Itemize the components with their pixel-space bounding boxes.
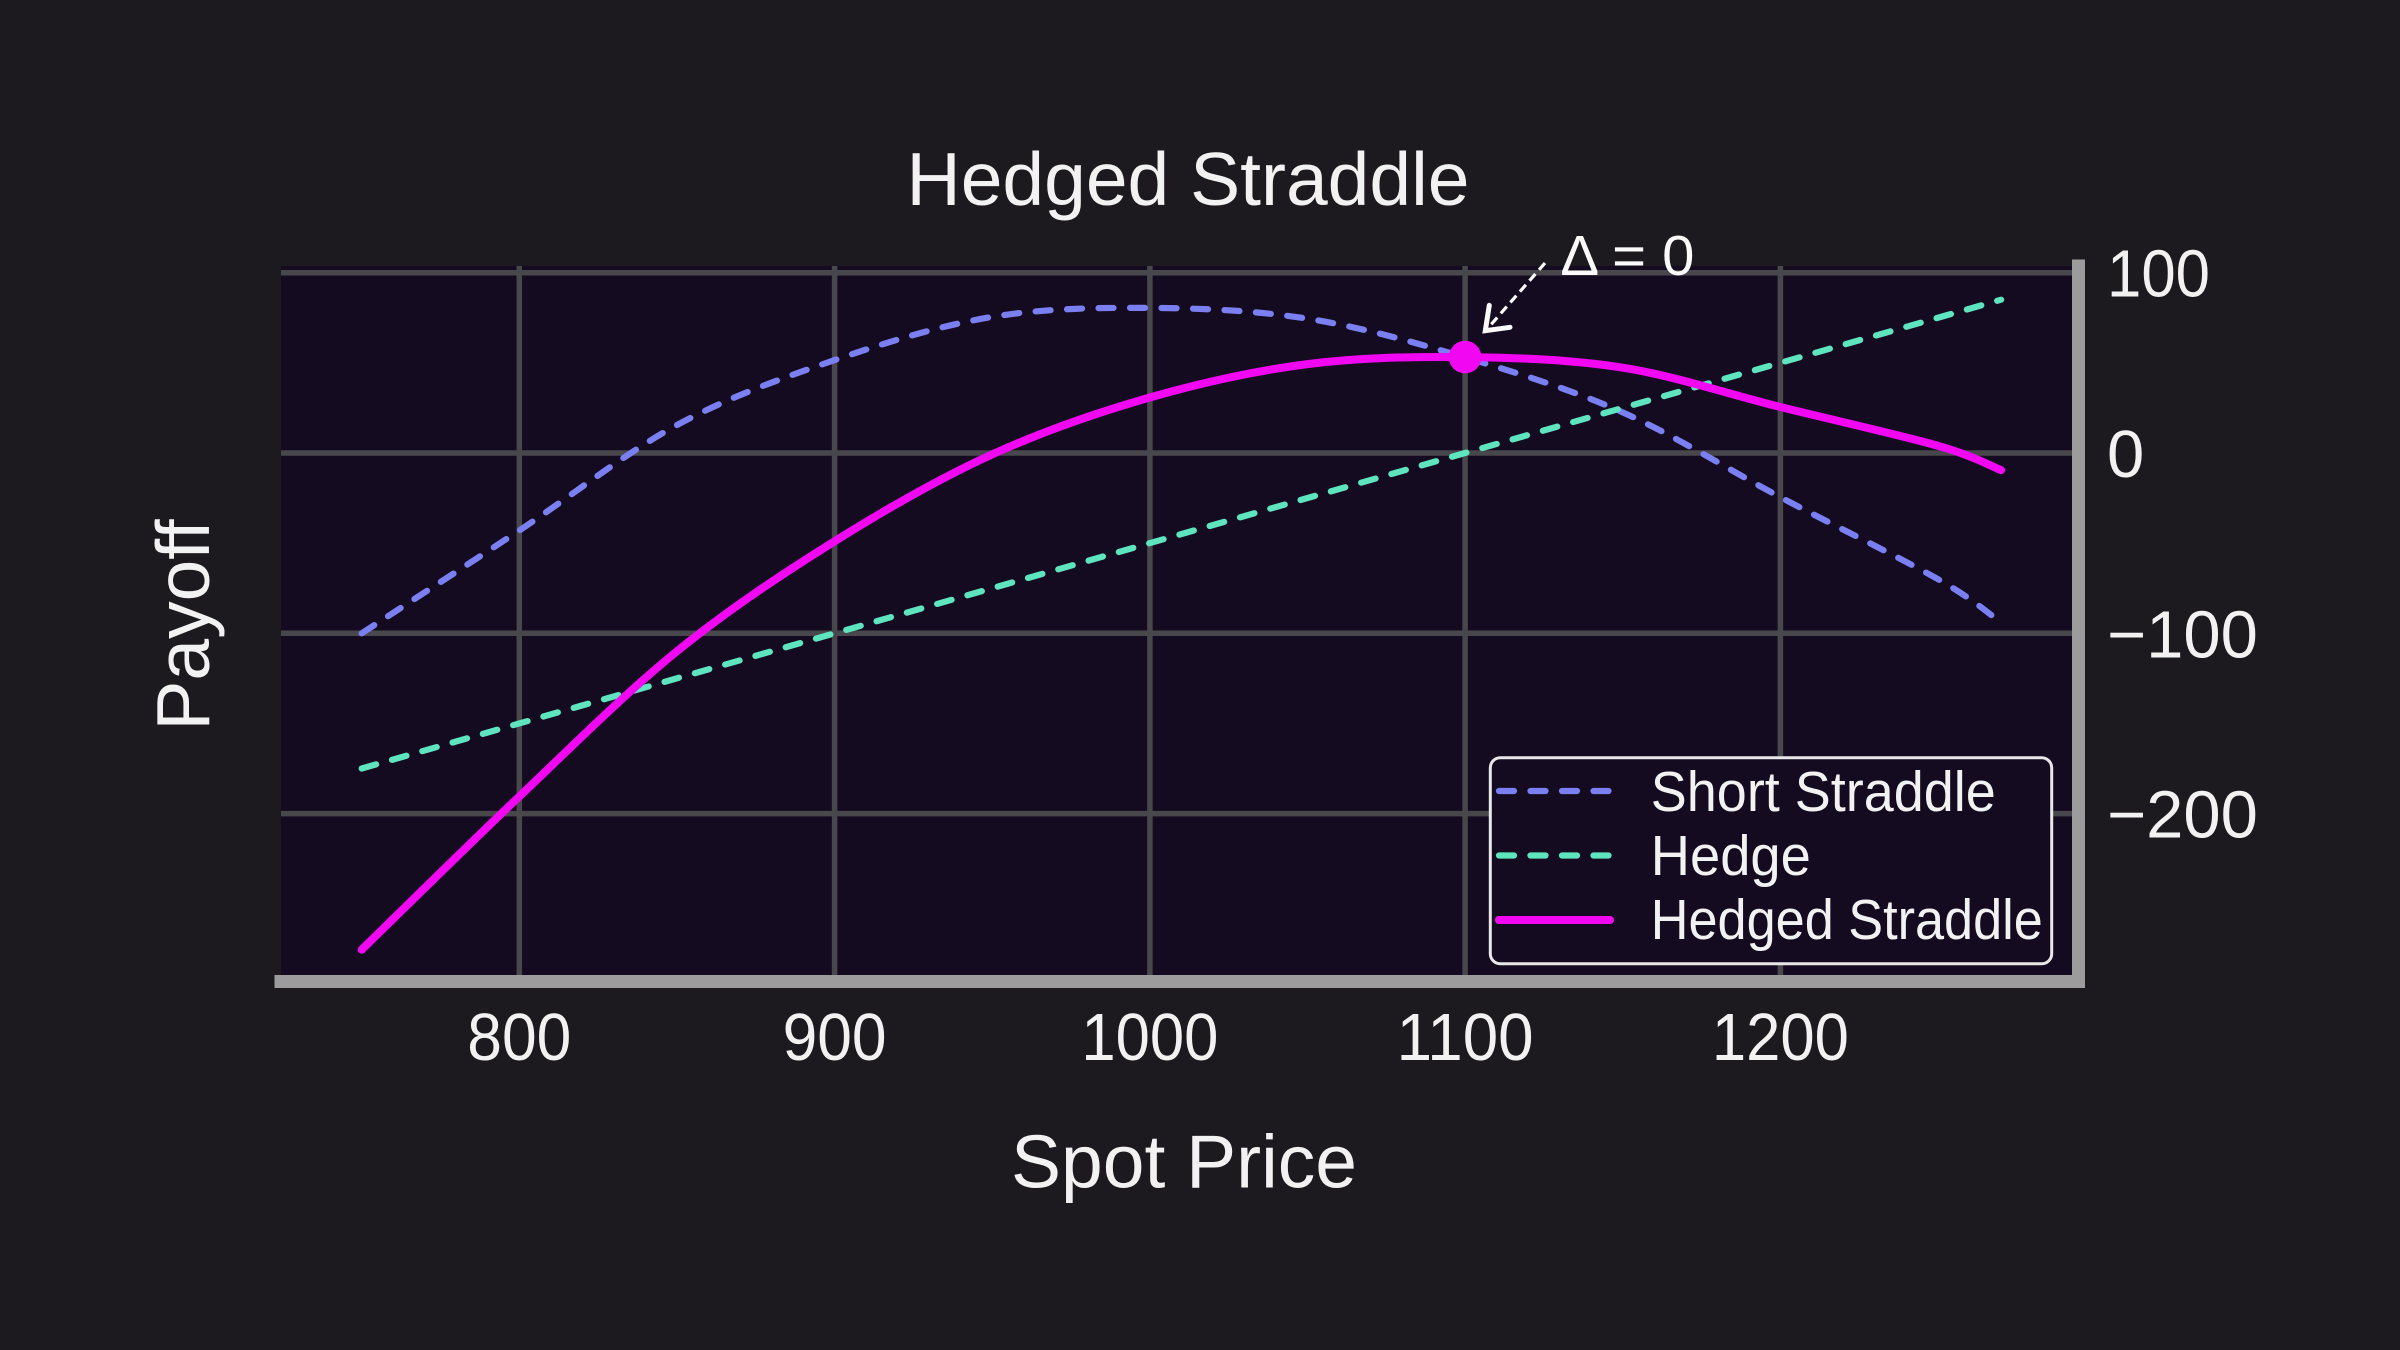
svg-text:Δ = 0: Δ = 0 bbox=[1560, 224, 1694, 288]
svg-text:Hedged Straddle: Hedged Straddle bbox=[907, 137, 1470, 221]
svg-text:Short Straddle: Short Straddle bbox=[1651, 760, 1996, 824]
svg-text:Spot Price: Spot Price bbox=[1011, 1120, 1357, 1204]
svg-text:Hedge: Hedge bbox=[1651, 824, 1811, 888]
svg-text:1000: 1000 bbox=[1081, 1000, 1218, 1075]
svg-text:Payoff: Payoff bbox=[141, 519, 225, 730]
svg-text:−200: −200 bbox=[2107, 778, 2258, 853]
svg-text:1100: 1100 bbox=[1397, 1000, 1534, 1075]
svg-text:1200: 1200 bbox=[1712, 1000, 1849, 1075]
svg-text:0: 0 bbox=[2107, 417, 2144, 492]
svg-text:900: 900 bbox=[783, 1000, 887, 1075]
svg-text:Hedged Straddle: Hedged Straddle bbox=[1651, 888, 2043, 952]
svg-text:800: 800 bbox=[467, 1000, 571, 1075]
svg-text:100: 100 bbox=[2107, 237, 2210, 312]
svg-text:−100: −100 bbox=[2107, 597, 2258, 672]
